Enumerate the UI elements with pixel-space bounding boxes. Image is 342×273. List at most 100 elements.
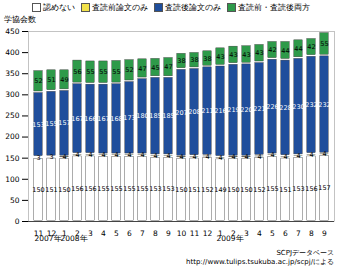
svg-text:151: 151 — [45, 186, 57, 194]
svg-text:167: 167 — [71, 115, 83, 123]
svg-text:200: 200 — [5, 132, 20, 141]
svg-text:4: 4 — [140, 151, 144, 159]
svg-text:150: 150 — [240, 186, 252, 194]
svg-text:155: 155 — [123, 185, 135, 193]
svg-text:4: 4 — [153, 152, 157, 160]
svg-text:3: 3 — [49, 153, 53, 161]
svg-text:221: 221 — [253, 105, 265, 113]
svg-text:156: 156 — [84, 185, 96, 193]
svg-text:3: 3 — [88, 229, 93, 238]
svg-text:42: 42 — [268, 46, 276, 54]
svg-text:150: 150 — [227, 186, 239, 194]
svg-text:0: 0 — [15, 217, 20, 226]
svg-text:155: 155 — [136, 185, 148, 193]
svg-text:4: 4 — [283, 153, 287, 161]
svg-text:9: 9 — [322, 229, 327, 238]
svg-text:5: 5 — [270, 229, 275, 238]
svg-text:228: 228 — [279, 104, 291, 112]
svg-text:52: 52 — [34, 77, 42, 85]
svg-text:50: 50 — [10, 196, 20, 205]
svg-text:1: 1 — [62, 229, 67, 238]
svg-text:43: 43 — [242, 51, 250, 59]
svg-text:4: 4 — [127, 151, 131, 159]
svg-text:155: 155 — [266, 185, 278, 193]
svg-text:11: 11 — [190, 229, 200, 238]
svg-text:38: 38 — [203, 55, 211, 63]
svg-text:44: 44 — [281, 47, 289, 55]
svg-text:8: 8 — [309, 229, 314, 238]
svg-text:153: 153 — [292, 185, 304, 193]
svg-text:2: 2 — [231, 229, 236, 238]
svg-text:43: 43 — [255, 49, 263, 57]
svg-text:55: 55 — [86, 68, 94, 76]
svg-text:216: 216 — [214, 107, 226, 115]
svg-text:4: 4 — [322, 150, 326, 158]
svg-text:4: 4 — [244, 153, 248, 161]
svg-text:7: 7 — [140, 229, 145, 238]
svg-text:9: 9 — [166, 229, 171, 238]
svg-text:207: 207 — [175, 109, 187, 117]
svg-text:152: 152 — [253, 185, 265, 193]
svg-text:153: 153 — [149, 185, 161, 193]
svg-text:49: 49 — [60, 76, 68, 84]
svg-text:6: 6 — [283, 229, 288, 238]
svg-text:300: 300 — [5, 90, 20, 99]
svg-text:11: 11 — [34, 229, 44, 238]
svg-text:156: 156 — [305, 185, 317, 193]
svg-text:12: 12 — [47, 229, 57, 238]
svg-text:4: 4 — [88, 151, 92, 159]
svg-text:168: 168 — [110, 115, 122, 123]
svg-text:185: 185 — [162, 112, 174, 120]
svg-text:450: 450 — [5, 27, 20, 36]
svg-text:44: 44 — [294, 45, 302, 53]
svg-text:47: 47 — [164, 63, 172, 71]
svg-text:52: 52 — [125, 66, 133, 74]
svg-text:55: 55 — [112, 68, 120, 76]
svg-text:155: 155 — [97, 185, 109, 193]
svg-text:157: 157 — [318, 184, 330, 192]
svg-text:42: 42 — [307, 43, 315, 51]
svg-text:4: 4 — [309, 151, 313, 159]
svg-text:2: 2 — [75, 229, 80, 238]
svg-text:7: 7 — [296, 229, 301, 238]
svg-text:232: 232 — [318, 101, 330, 109]
svg-text:4: 4 — [101, 151, 105, 159]
svg-text:4: 4 — [101, 229, 106, 238]
svg-text:6: 6 — [127, 229, 132, 238]
svg-text:232: 232 — [305, 101, 317, 109]
svg-text:180: 180 — [136, 112, 148, 120]
svg-text:150: 150 — [32, 186, 44, 194]
svg-text:153: 153 — [32, 121, 44, 129]
svg-text:8: 8 — [153, 229, 158, 238]
svg-text:167: 167 — [97, 115, 109, 123]
svg-text:4: 4 — [257, 229, 262, 238]
svg-text:3: 3 — [244, 229, 249, 238]
svg-text:152: 152 — [201, 185, 213, 193]
svg-text:400: 400 — [5, 48, 20, 57]
svg-text:4: 4 — [205, 153, 209, 161]
svg-text:155: 155 — [110, 185, 122, 193]
svg-text:4: 4 — [166, 152, 170, 160]
svg-text:220: 220 — [240, 106, 252, 114]
svg-text:153: 153 — [162, 185, 174, 193]
svg-text:51: 51 — [47, 76, 55, 84]
svg-text:150: 150 — [5, 154, 20, 163]
svg-text:350: 350 — [5, 69, 20, 78]
svg-text:43: 43 — [216, 53, 224, 61]
svg-text:211: 211 — [201, 107, 213, 115]
svg-text:3: 3 — [36, 154, 40, 162]
svg-text:55: 55 — [320, 40, 328, 48]
svg-text:38: 38 — [177, 57, 185, 65]
svg-text:47: 47 — [138, 65, 146, 73]
svg-text:45: 45 — [151, 64, 159, 72]
svg-text:250: 250 — [5, 111, 20, 120]
svg-text:4: 4 — [75, 151, 79, 159]
svg-text:4: 4 — [114, 151, 118, 159]
svg-text:150: 150 — [58, 186, 70, 194]
svg-text:150: 150 — [175, 186, 187, 194]
svg-text:219: 219 — [227, 106, 239, 114]
svg-text:43: 43 — [229, 51, 237, 59]
svg-text:151: 151 — [188, 186, 200, 194]
svg-text:208: 208 — [188, 108, 200, 116]
svg-text:157: 157 — [58, 119, 70, 127]
